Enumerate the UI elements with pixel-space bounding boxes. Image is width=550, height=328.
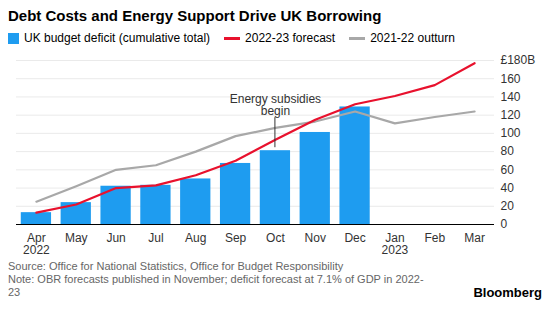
svg-text:160: 160 <box>501 72 521 86</box>
html-text:2022-23 forecast: 2022-23 forecast <box>245 31 336 45</box>
svg-text:£180B: £180B <box>501 53 536 67</box>
svg-text:Aug: Aug <box>185 231 206 245</box>
svg-text:Dec: Dec <box>344 231 365 245</box>
svg-text:0: 0 <box>501 217 508 231</box>
svg-text:100: 100 <box>501 126 521 140</box>
svg-text:Oct: Oct <box>266 231 285 245</box>
svg-text:May: May <box>65 231 88 245</box>
html-text:2021-22 outturn: 2021-22 outturn <box>370 31 455 45</box>
svg-text:Feb: Feb <box>424 231 445 245</box>
svg-text:Energy subsidiesbegin: Energy subsidiesbegin <box>230 92 321 118</box>
svg-text:Sep: Sep <box>225 231 247 245</box>
html-text:Debt Costs and Energy Support: Debt Costs and Energy Support Drive UK B… <box>8 7 382 24</box>
html-text:Note: OBR forecasts published: Note: OBR forecasts published in Novembe… <box>8 273 424 298</box>
svg-text:140: 140 <box>501 90 521 104</box>
svg-text:60: 60 <box>501 163 515 177</box>
svg-text:40: 40 <box>501 181 515 195</box>
svg-text:120: 120 <box>501 108 521 122</box>
html-text:Source: Office for National St: Source: Office for National Statistics, … <box>8 260 344 272</box>
svg-text:80: 80 <box>501 144 515 158</box>
svg-text:Mar: Mar <box>464 231 485 245</box>
html-text:Bloomberg: Bloomberg <box>473 285 542 300</box>
html-text:UK budget deficit (cumulative: UK budget deficit (cumulative total) <box>24 31 211 45</box>
svg-text:Jul: Jul <box>148 231 163 245</box>
svg-text:Jun: Jun <box>106 231 125 245</box>
svg-text:Jan2023: Jan2023 <box>382 231 409 257</box>
svg-text:Apr2022: Apr2022 <box>23 231 50 257</box>
svg-text:20: 20 <box>501 199 515 213</box>
svg-text:Nov: Nov <box>305 231 326 245</box>
